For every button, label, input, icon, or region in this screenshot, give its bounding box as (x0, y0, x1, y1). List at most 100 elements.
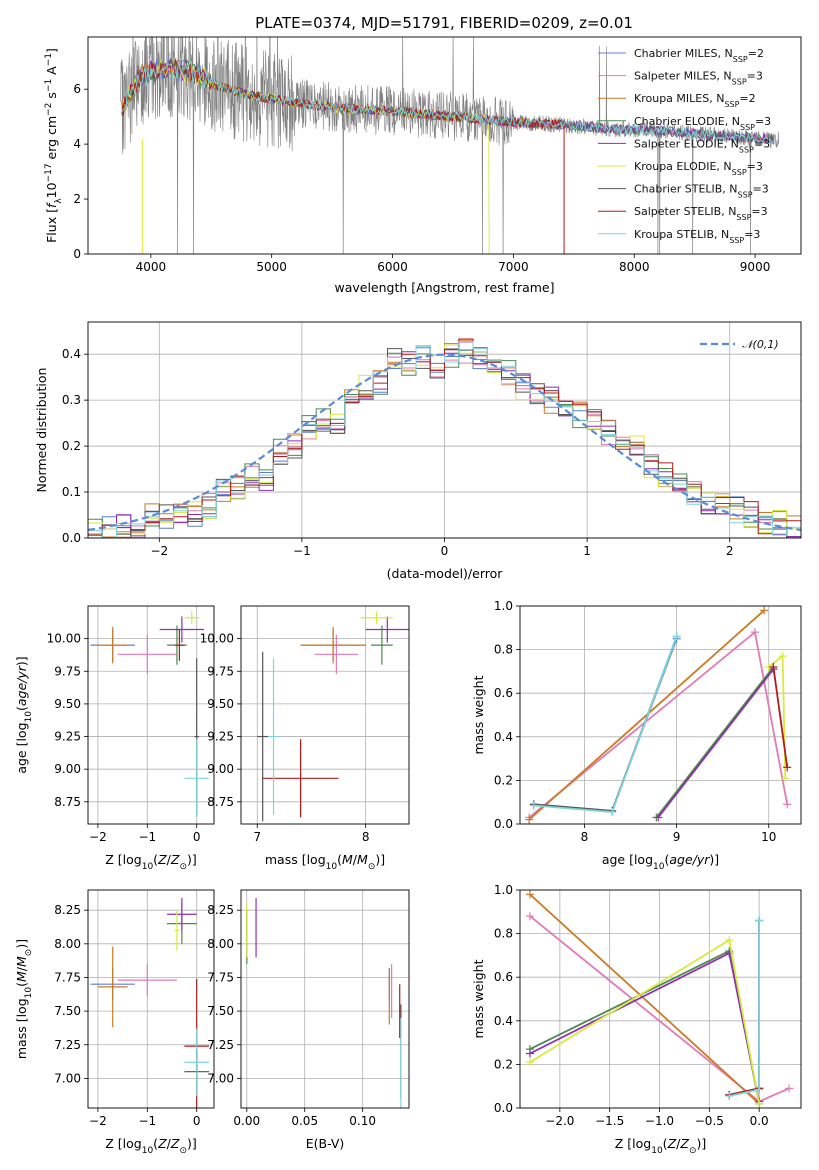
figure-title: PLATE=0374, MJD=51791, FIBERID=0209, z=0… (255, 14, 633, 32)
legend-count: =3 (754, 137, 770, 150)
legend-sub: SSP (732, 168, 747, 177)
tick-label-y: 7.25 (54, 1038, 81, 1052)
tick-label-y: 7.00 (54, 1071, 81, 1085)
legend-count: =2 (739, 92, 755, 105)
tick-label-x: −1 (293, 544, 311, 558)
axes-frame (87, 321, 802, 539)
axis-label: mass [log10(M/M⊙)] (14, 939, 34, 1059)
legend-sub: SSP (733, 55, 748, 64)
weight-line (529, 938, 760, 1104)
tick-label-y: 8.25 (207, 903, 234, 917)
tick-label-y: 7.75 (207, 970, 234, 984)
tick-label-y: 1.0 (494, 883, 513, 897)
axes-frame (519, 889, 802, 1109)
label-part: ⊙ (179, 862, 187, 872)
tick-label-x: 4000 (136, 260, 167, 274)
axes-spectrum: 4000 5000 6000 7000 8000 9000 0 2 4 6 (73, 37, 780, 274)
label-part: Z (667, 1136, 677, 1151)
label-part: / (14, 966, 29, 971)
label-part: Z (679, 1136, 689, 1151)
label-part: M (14, 956, 29, 967)
tick-label-x: 5000 (256, 260, 287, 274)
tick-label-y: 9.50 (54, 697, 81, 711)
axis-label: E(B-V) (306, 1136, 345, 1151)
label-part: mass weight (471, 675, 486, 754)
label-part: erg cm (44, 116, 59, 164)
axes-frame (240, 889, 410, 1109)
label-part: wavelength [Angstrom, rest frame] (334, 280, 554, 295)
weight-line (529, 949, 760, 1104)
label-part: mass [log (14, 998, 29, 1059)
axes-frame (87, 605, 215, 825)
label-part: Z (170, 852, 180, 867)
tick-label-x: −1.0 (645, 1114, 674, 1128)
axes-frame (87, 889, 215, 1109)
tick-label-x: 7000 (498, 260, 529, 274)
label-part: mass weight (471, 959, 486, 1038)
tick-label-y: 7.50 (54, 1004, 81, 1018)
model-spectrum (121, 60, 774, 145)
tick-label-x: 1 (583, 544, 591, 558)
label-part: Z (170, 1136, 180, 1151)
legend-entry: Chabrier STELIB, NSSP=3 (634, 183, 769, 200)
tick-label-x: −1.5 (595, 1114, 624, 1128)
tick-label-x: 0 (193, 830, 201, 844)
label-part: )] (14, 656, 29, 666)
label-part: M (357, 852, 368, 867)
tick-label-y: 7.25 (207, 1038, 234, 1052)
legend-count: =3 (753, 183, 769, 196)
tick-label-x: −2 (89, 1114, 107, 1128)
histogram-series (88, 341, 801, 538)
legend-entry: 𝒩(0,1) (742, 338, 779, 351)
legend-name: Kroupa ELODIE, N (634, 160, 732, 173)
label-part: )] (187, 852, 197, 867)
label-part: ( (337, 852, 342, 867)
tick-label-x: 9000 (740, 260, 771, 274)
legend-sub: SSP (724, 100, 739, 109)
label-part: 10 (653, 862, 665, 872)
label-part: ⊙ (689, 1146, 697, 1156)
tick-label-y: 9.00 (207, 762, 234, 776)
axes-residuals: −2 −1 0 1 2 0.0 0.1 0.2 0.3 0.4 (62, 322, 801, 558)
axes-frame (87, 36, 802, 255)
label-part: age/yr (669, 852, 710, 867)
label-part: Z [log (105, 852, 141, 867)
tick-label-y: 0.0 (494, 1101, 513, 1115)
tick-label-y: 0 (73, 247, 81, 261)
legend-entry: Kroupa ELODIE, NSSP=3 (634, 160, 763, 177)
tick-label-y: 7.00 (207, 1071, 234, 1085)
tick-label-y: 8.00 (54, 937, 81, 951)
label-part: ( (664, 852, 669, 867)
legend-name: Kroupa MILES, N (634, 92, 724, 105)
tick-label-y: 0.8 (494, 643, 513, 657)
axis-label: mass weight (471, 675, 486, 754)
model-spectrum (121, 58, 774, 145)
weight-line (533, 636, 678, 812)
tick-label-x: −2 (89, 830, 107, 844)
label-part: age/yr (14, 665, 29, 706)
legend-count: =3 (747, 160, 763, 173)
label-part: A (44, 66, 59, 79)
tick-label-y: 0.4 (494, 1014, 513, 1028)
label-part: / (167, 1136, 172, 1151)
tick-label-y: 9.75 (207, 664, 234, 678)
label-part: M (342, 852, 353, 867)
axis-label: mass weight (471, 959, 486, 1038)
axis-label: wavelength [Angstrom, rest frame] (334, 280, 554, 295)
tick-label-x: 8000 (619, 260, 650, 274)
tick-label-x: 0.00 (233, 1114, 260, 1128)
weight-line (529, 951, 760, 1102)
legend-entry: Kroupa MILES, NSSP=2 (634, 92, 756, 109)
tick-label-y: 10.00 (200, 632, 234, 646)
tick-label-x: 0.05 (291, 1114, 318, 1128)
weight-line (729, 920, 760, 1097)
tick-label-y: 6 (73, 82, 81, 96)
tick-label-y: 0.8 (494, 927, 513, 941)
weight-line (533, 636, 678, 813)
label-part: 10 (651, 1146, 663, 1156)
tick-label-y: 9.50 (207, 697, 234, 711)
label-part: 10 (326, 862, 338, 872)
label-part: Z (157, 1136, 167, 1151)
tick-label-x: 8 (362, 830, 370, 844)
